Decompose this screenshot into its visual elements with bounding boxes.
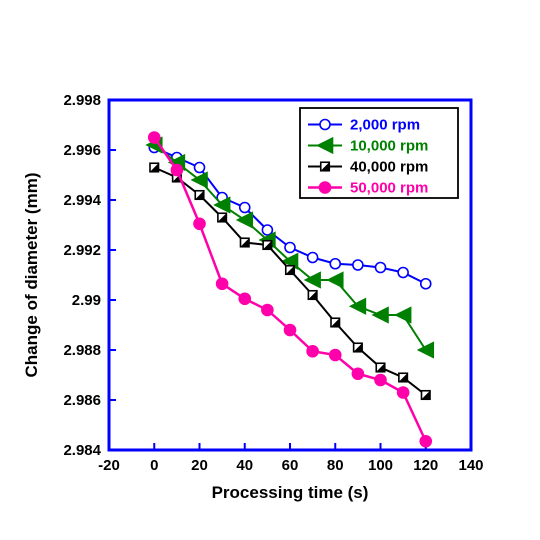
y-tick-label: 2.988 [63,342,101,359]
y-tick-label: 2.996 [63,142,101,159]
y-tick-label: 2.998 [63,92,101,109]
legend-label: 2,000 rpm [350,117,420,134]
x-tick-label: -20 [98,457,120,474]
x-tick-label: 60 [282,457,299,474]
x-tick-label: 80 [327,457,344,474]
y-axis-title: Change of diameter (mm) [22,173,41,378]
y-tick-label: 2.992 [63,242,101,259]
y-tick-label: 2.984 [63,442,101,459]
diameter-vs-time-chart: -20 0 20 40 60 80 100 120 140 2.984 2.986 2.988 2.99… [0,0,540,540]
x-tick-label: 140 [458,457,483,474]
x-tick-label: 120 [413,457,438,474]
x-tick-label: 100 [368,457,393,474]
y-tick-label: 2.99 [72,292,101,309]
x-tick-label: 40 [236,457,253,474]
legend-label: 50,000 rpm [350,180,428,197]
x-tick-label: 0 [150,457,158,474]
y-tick-label: 2.994 [63,192,101,209]
x-tick-label: 20 [191,457,208,474]
x-axis-title: Processing time (s) [212,483,369,502]
legend-label: 40,000 rpm [350,159,428,176]
y-tick-label: 2.986 [63,392,101,409]
legend-label: 10,000 rpm [350,138,428,155]
